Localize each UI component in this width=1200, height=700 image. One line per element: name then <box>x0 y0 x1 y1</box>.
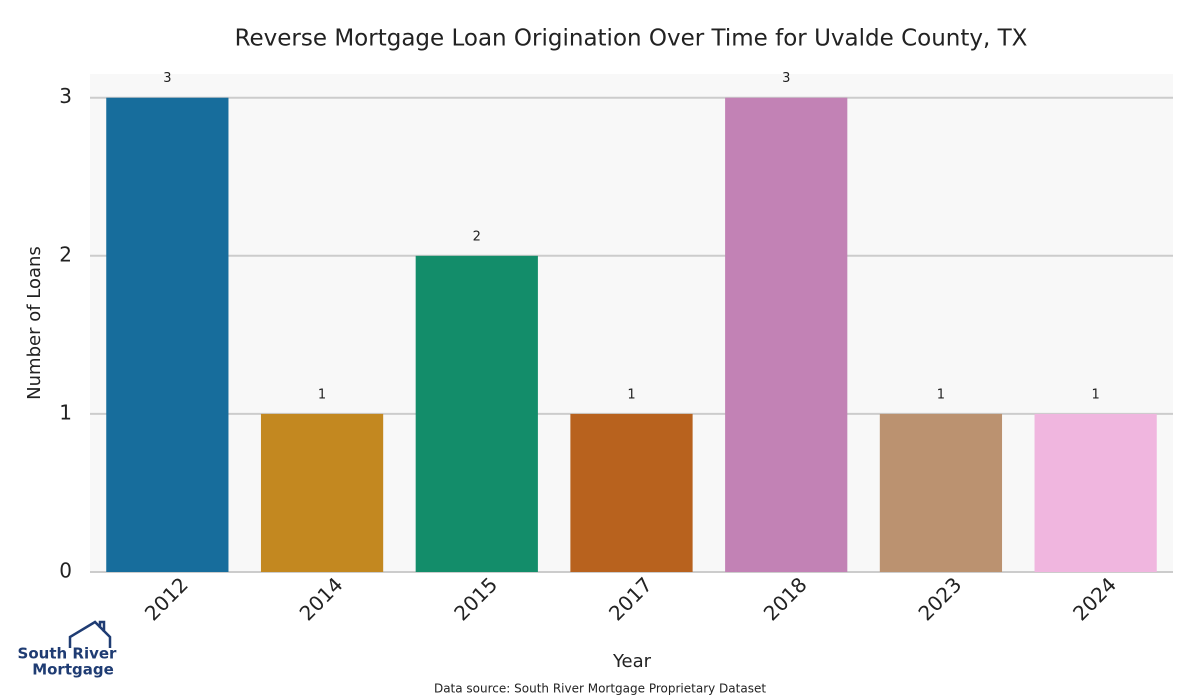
data-label: 1 <box>1092 387 1100 402</box>
logo-text: South River <box>18 645 118 663</box>
y-axis-label: Number of Loans <box>24 246 45 400</box>
bar <box>260 413 384 572</box>
bar <box>725 97 848 572</box>
x-tick-label: 2015 <box>449 572 502 625</box>
y-tick-label: 1 <box>59 400 72 424</box>
logo-house <box>68 620 112 648</box>
data-label: 2 <box>473 229 481 244</box>
bar <box>415 255 538 573</box>
data-label: 1 <box>937 387 945 402</box>
bar <box>106 97 229 572</box>
bar <box>570 413 693 572</box>
data-label: 1 <box>318 387 326 402</box>
source-note: Data source: South River Mortgage Propri… <box>434 682 766 696</box>
data-label: 3 <box>782 71 790 86</box>
bar <box>879 413 1003 572</box>
chart-title: Reverse Mortgage Loan Origination Over T… <box>235 26 1028 52</box>
y-tick-label: 3 <box>59 84 72 108</box>
x-tick-label: 2014 <box>295 572 348 625</box>
x-tick-label: 2023 <box>913 572 966 625</box>
x-tick-label: 2017 <box>604 572 657 625</box>
data-label: 1 <box>627 387 635 402</box>
x-tick-label: 2024 <box>1068 572 1121 625</box>
y-tick-label: 0 <box>59 559 72 583</box>
bar <box>1034 413 1157 572</box>
x-axis-label: Year <box>612 651 652 672</box>
x-tick-label: 2012 <box>140 572 193 625</box>
y-tick-label: 2 <box>59 242 72 266</box>
logo-text: Mortgage <box>32 661 114 679</box>
logo: South River Mortgage <box>18 620 118 679</box>
data-label: 3 <box>163 71 171 86</box>
x-tick-label: 2018 <box>759 572 812 625</box>
